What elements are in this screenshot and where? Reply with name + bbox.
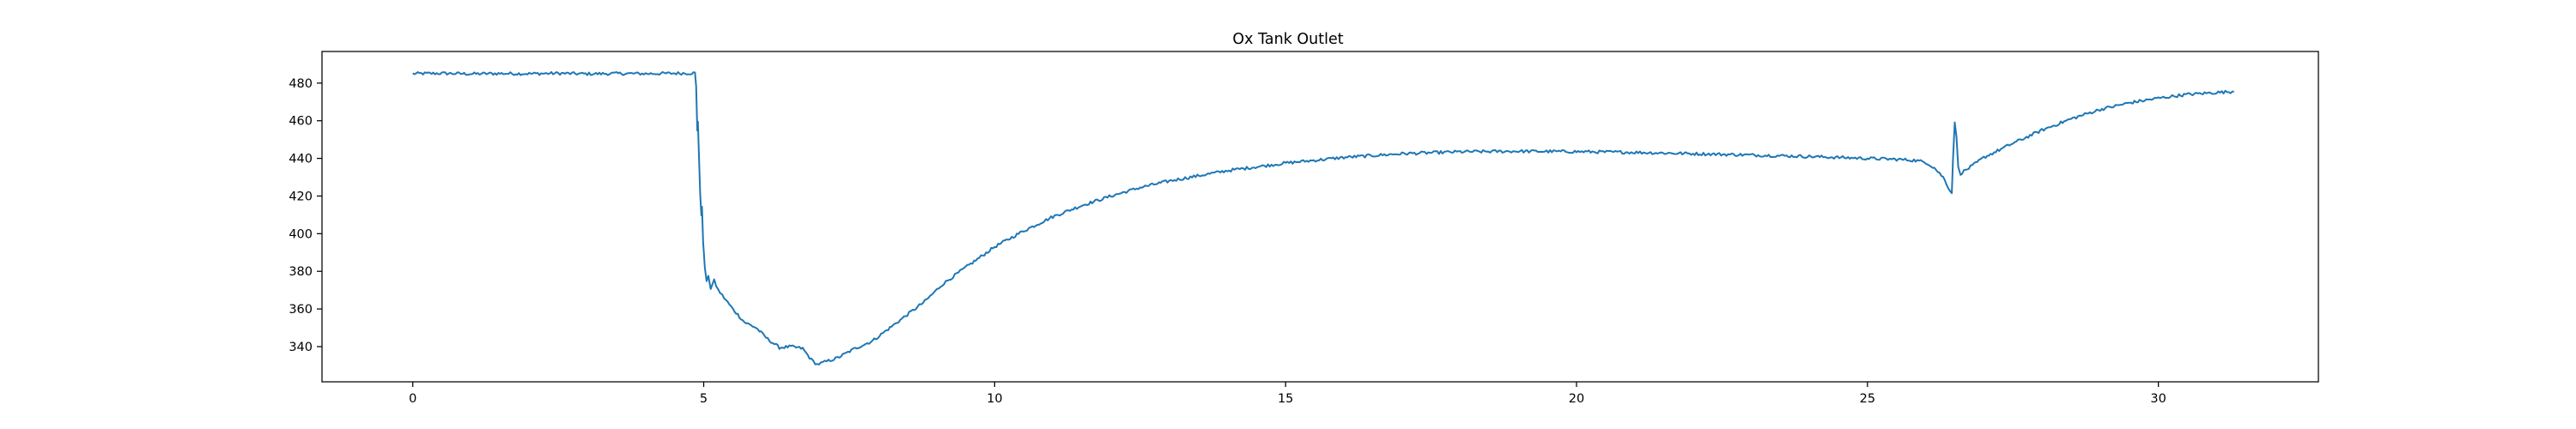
series-layer [412,70,2234,366]
y-tick-label: 360 [289,303,313,317]
y-tick-label: 420 [289,190,313,203]
y-axis: 340 360 380 400 420 440 460 480 [289,77,322,354]
series-line [412,70,2234,366]
x-axis: 0 5 10 15 20 25 30 [409,382,2166,406]
y-tick-label: 440 [289,153,313,166]
plot-frame [321,51,2319,383]
x-tick-label: 0 [409,392,416,406]
x-tick-label: 15 [1278,392,1293,406]
y-tick-label: 380 [289,265,313,279]
y-tick-label: 340 [289,341,313,354]
y-tick-label: 480 [289,77,313,91]
chart-title: Ox Tank Outlet [1232,31,1343,48]
x-tick-label: 20 [1569,392,1584,406]
y-tick-label: 400 [289,227,313,241]
y-tick-label: 460 [289,115,313,129]
x-tick-label: 10 [987,392,1002,406]
x-tick-label: 5 [700,392,708,406]
x-tick-label: 30 [2150,392,2166,406]
x-tick-label: 25 [1860,392,1875,406]
